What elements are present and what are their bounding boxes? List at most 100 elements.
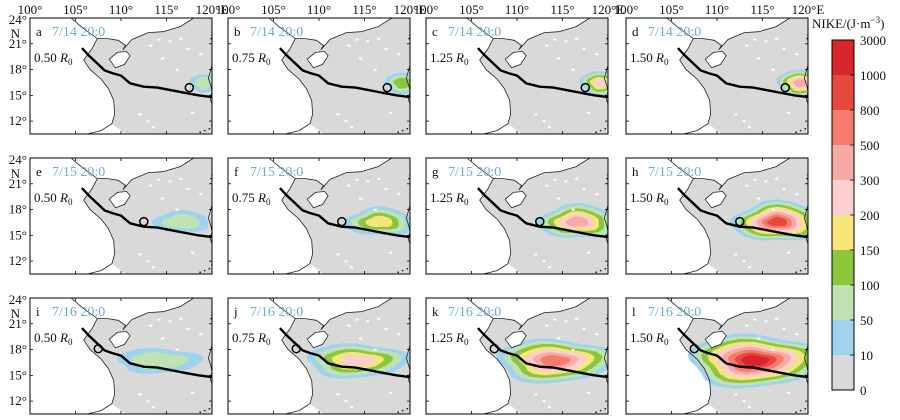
nike-contour-fill	[741, 355, 770, 367]
lat-tick-label: 24°	[9, 152, 27, 167]
nike-contour-fill	[340, 354, 375, 367]
raster-cell	[553, 178, 557, 181]
radius-scale-label: 0.50 R0	[34, 330, 73, 347]
radius-scale-label: 1.25 R0	[430, 50, 469, 67]
raster-cell	[168, 320, 172, 323]
colorbar-segment	[832, 75, 854, 110]
panel-date: 7/15 20:0	[648, 165, 701, 180]
panel-date: 7/15 20:0	[448, 165, 501, 180]
hainan-island	[704, 51, 727, 69]
lon-tick-label: 105°	[459, 2, 484, 17]
colorbar-segment	[832, 145, 854, 180]
sea-domain	[83, 18, 212, 134]
colorbar-tick-label: 500	[860, 138, 880, 153]
colorbar-segment	[832, 285, 854, 320]
island-dot	[406, 127, 409, 130]
raster-cell	[764, 320, 768, 323]
radius-scale-label: 0.75 R0	[232, 330, 271, 347]
raster-cell	[373, 68, 377, 71]
panel-letter: j	[233, 304, 238, 319]
raster-cell	[355, 178, 359, 181]
radius-scale-label: 0.75 R0	[232, 50, 271, 67]
island-dot	[401, 409, 404, 412]
panel-date: 7/15 20:0	[250, 165, 303, 180]
island-dot	[804, 407, 807, 410]
lon-tick-label: 105°	[659, 2, 684, 17]
raster-cell	[186, 328, 190, 331]
raster-cell	[146, 400, 150, 403]
island-dot	[401, 129, 404, 132]
raster-cell	[186, 188, 190, 191]
lat-tick-label: 18°	[9, 62, 27, 77]
island-dot	[604, 127, 607, 130]
lat-tick-label: 21°	[9, 316, 27, 331]
island-dot	[208, 267, 211, 270]
panel-f: f 7/15 20:0 0.75 R0	[227, 157, 411, 275]
raster-cell	[745, 184, 749, 187]
typhoon-center-marker	[337, 216, 347, 227]
raster-cell	[742, 120, 746, 123]
typhoon-center-marker	[735, 216, 745, 227]
panel-l: l 7/16 20:0 1.50 R0	[625, 297, 809, 415]
raster-cell	[734, 253, 738, 256]
nike-contour-fill	[565, 216, 589, 227]
hainan-island	[504, 331, 527, 349]
raster-cell	[757, 57, 760, 60]
lon-tick-label: 120°E	[394, 2, 427, 17]
island-dot	[804, 127, 807, 130]
raster-cell	[753, 178, 757, 181]
colorbar-segment	[832, 355, 854, 390]
raster-cell	[747, 406, 751, 409]
lon-tick-label: 100°	[18, 2, 43, 17]
raster-cell	[771, 348, 775, 351]
island-dot	[604, 407, 607, 410]
island-dot	[595, 411, 598, 414]
island-dot	[199, 271, 202, 274]
colorbar-segment	[832, 110, 854, 145]
lat-tick-label: 24°	[9, 12, 27, 27]
hainan-island	[504, 191, 527, 209]
raster-cell	[547, 406, 551, 409]
raster-cell	[151, 406, 155, 409]
typhoon-center-marker	[382, 82, 393, 93]
radius-scale-label: 1.25 R0	[430, 330, 469, 347]
panel-i: i 7/16 20:0 0.50 R0 24° 21° 18° 15° 12° N	[9, 292, 213, 415]
island-dot	[406, 267, 409, 270]
coastline	[295, 158, 393, 191]
raster-cell	[157, 38, 161, 41]
coastline	[295, 18, 393, 51]
typhoon-center-marker	[93, 343, 104, 354]
raster-cell	[175, 348, 179, 351]
panel-e: e 7/15 20:0 0.50 R0 24° 21° 18° 15° 12° N	[9, 152, 213, 275]
island-dot	[406, 407, 409, 410]
coastline	[666, 158, 712, 274]
coastline	[268, 298, 314, 414]
raster-cell	[595, 193, 599, 196]
island-dot	[799, 269, 802, 272]
raster-cell	[587, 111, 591, 114]
raster-cell	[547, 266, 551, 269]
island-dot	[397, 131, 400, 134]
panel-letter: i	[36, 304, 40, 319]
lon-tick-label: 100°	[614, 2, 639, 17]
raster-cell	[377, 177, 381, 180]
raster-cell	[534, 253, 538, 256]
coastline	[493, 298, 591, 331]
hainan-island	[306, 331, 329, 349]
island-dot	[397, 411, 400, 414]
lon-tick-label: 105°	[63, 2, 88, 17]
panel-letter: b	[234, 24, 241, 39]
panel-letter: k	[432, 304, 439, 319]
raster-cell	[771, 208, 775, 211]
island-dot	[604, 267, 607, 270]
island-dot	[199, 131, 202, 134]
raster-cell	[787, 251, 791, 254]
lon-tick-label: 115°	[154, 2, 178, 17]
nike-contour-fill	[540, 355, 571, 367]
raster-cell	[191, 251, 195, 254]
panel-date: 7/16 20:0	[648, 305, 701, 320]
hainan-island	[306, 51, 329, 69]
raster-cell	[377, 37, 381, 40]
radius-scale-label: 1.50 R0	[630, 330, 669, 347]
colorbar-tick-label: 50	[860, 313, 873, 328]
